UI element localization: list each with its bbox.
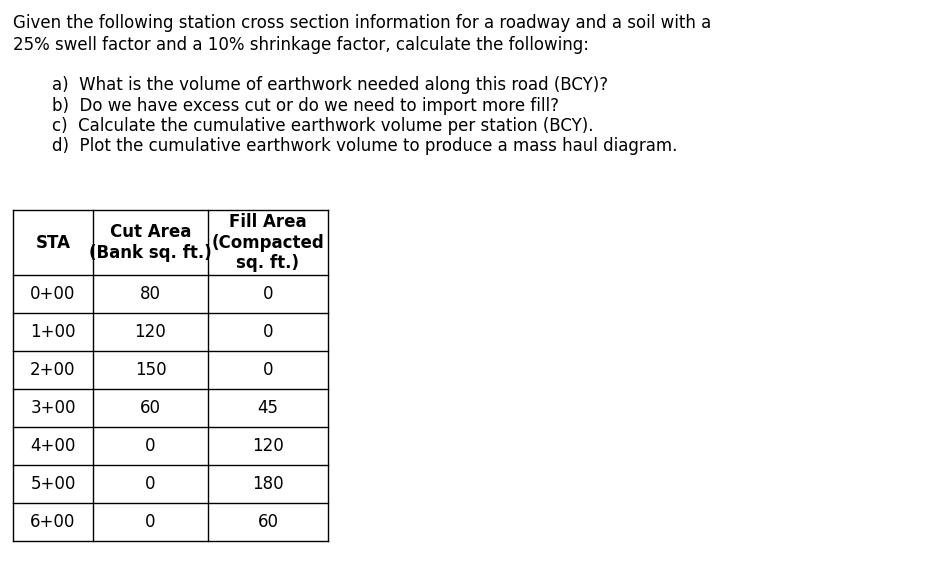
- Text: a)  What is the volume of earthwork needed along this road (BCY)?: a) What is the volume of earthwork neede…: [52, 76, 607, 94]
- Text: 180: 180: [252, 475, 284, 493]
- Text: STA: STA: [35, 234, 70, 251]
- Text: d)  Plot the cumulative earthwork volume to produce a mass haul diagram.: d) Plot the cumulative earthwork volume …: [52, 137, 677, 155]
- Text: 60: 60: [257, 513, 278, 531]
- Text: 120: 120: [134, 323, 167, 341]
- Text: 80: 80: [140, 285, 161, 303]
- Text: 5+00: 5+00: [30, 475, 75, 493]
- Text: Fill Area
(Compacted
sq. ft.): Fill Area (Compacted sq. ft.): [211, 213, 324, 272]
- Text: 0: 0: [263, 323, 273, 341]
- Text: 25% swell factor and a 10% shrinkage factor, calculate the following:: 25% swell factor and a 10% shrinkage fac…: [13, 36, 588, 54]
- Text: Given the following station cross section information for a roadway and a soil w: Given the following station cross sectio…: [13, 14, 710, 32]
- Text: Cut Area
(Bank sq. ft.): Cut Area (Bank sq. ft.): [89, 223, 211, 262]
- Text: 4+00: 4+00: [30, 437, 75, 455]
- Text: b)  Do we have excess cut or do we need to import more fill?: b) Do we have excess cut or do we need t…: [52, 97, 559, 115]
- Text: 60: 60: [140, 399, 161, 417]
- Text: 2+00: 2+00: [30, 361, 75, 379]
- Text: 0: 0: [145, 513, 155, 531]
- Text: 1+00: 1+00: [30, 323, 75, 341]
- Text: 45: 45: [257, 399, 278, 417]
- Text: 150: 150: [134, 361, 167, 379]
- Text: c)  Calculate the cumulative earthwork volume per station (BCY).: c) Calculate the cumulative earthwork vo…: [52, 117, 593, 135]
- Text: 0: 0: [145, 475, 155, 493]
- Text: 6+00: 6+00: [30, 513, 75, 531]
- Text: 0: 0: [145, 437, 155, 455]
- Text: 3+00: 3+00: [30, 399, 75, 417]
- Text: 0: 0: [263, 361, 273, 379]
- Text: 120: 120: [252, 437, 284, 455]
- Text: 0: 0: [263, 285, 273, 303]
- Text: 0+00: 0+00: [30, 285, 75, 303]
